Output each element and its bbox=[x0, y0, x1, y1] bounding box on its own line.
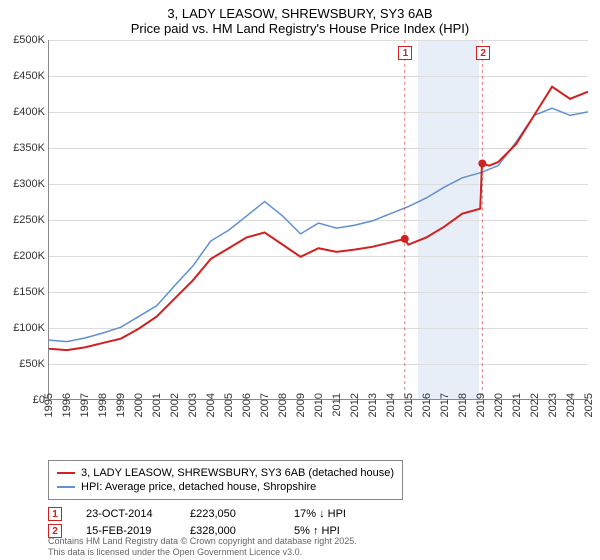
gridline bbox=[49, 184, 588, 185]
x-axis-label: 1999 bbox=[115, 393, 127, 423]
chart: £0 £50K £100K £150K £200K £250K £300K £350K £400… bbox=[0, 40, 600, 440]
x-axis-label: 2021 bbox=[511, 393, 523, 423]
gridline bbox=[49, 364, 588, 365]
x-axis-label: 2016 bbox=[421, 393, 433, 423]
y-axis-label: £50K bbox=[1, 358, 45, 370]
x-axis-label: 2018 bbox=[457, 393, 469, 423]
y-axis-label: £500K bbox=[1, 34, 45, 46]
gridline bbox=[49, 328, 588, 329]
transaction-delta: 17% ↓ HPI bbox=[294, 508, 374, 520]
x-axis-label: 2008 bbox=[277, 393, 289, 423]
y-axis-label: £350K bbox=[1, 142, 45, 154]
x-axis-label: 2005 bbox=[223, 393, 235, 423]
x-axis-label: 2012 bbox=[349, 393, 361, 423]
x-axis-label: 2006 bbox=[241, 393, 253, 423]
gridline bbox=[49, 112, 588, 113]
x-axis-label: 2014 bbox=[385, 393, 397, 423]
chart-title-block: 3, LADY LEASOW, SHREWSBURY, SY3 6AB Pric… bbox=[0, 0, 600, 38]
x-axis-label: 2013 bbox=[367, 393, 379, 423]
gridline bbox=[49, 292, 588, 293]
x-axis-label: 2017 bbox=[439, 393, 451, 423]
x-axis-label: 2000 bbox=[133, 393, 145, 423]
transaction-date: 15-FEB-2019 bbox=[86, 525, 166, 537]
x-axis-label: 1996 bbox=[61, 393, 73, 423]
gridline bbox=[49, 148, 588, 149]
attribution-line2: This data is licensed under the Open Gov… bbox=[48, 547, 357, 558]
x-axis-label: 2022 bbox=[529, 393, 541, 423]
x-axis-label: 2020 bbox=[493, 393, 505, 423]
y-axis-label: £450K bbox=[1, 70, 45, 82]
transaction-delta: 5% ↑ HPI bbox=[294, 525, 374, 537]
x-axis-label: 2015 bbox=[403, 393, 415, 423]
x-axis-label: 2009 bbox=[295, 393, 307, 423]
legend-label: 3, LADY LEASOW, SHREWSBURY, SY3 6AB (det… bbox=[81, 467, 394, 479]
gridline bbox=[49, 40, 588, 41]
x-axis-label: 2007 bbox=[259, 393, 271, 423]
chart-marker-label: 1 bbox=[398, 46, 412, 60]
legend-swatch bbox=[57, 472, 75, 474]
chart-marker-label: 2 bbox=[476, 46, 490, 60]
legend-label: HPI: Average price, detached house, Shro… bbox=[81, 481, 316, 493]
attribution: Contains HM Land Registry data © Crown c… bbox=[48, 536, 357, 558]
x-axis-label: 2010 bbox=[313, 393, 325, 423]
x-axis-label: 2024 bbox=[565, 393, 577, 423]
x-axis-label: 2019 bbox=[475, 393, 487, 423]
y-axis-label: £250K bbox=[1, 214, 45, 226]
x-axis-label: 2004 bbox=[205, 393, 217, 423]
x-axis-label: 2001 bbox=[151, 393, 163, 423]
x-axis-label: 2023 bbox=[547, 393, 559, 423]
x-axis-label: 1995 bbox=[43, 393, 55, 423]
y-axis-label: £0 bbox=[1, 394, 45, 406]
chart-title-line1: 3, LADY LEASOW, SHREWSBURY, SY3 6AB bbox=[0, 6, 600, 21]
chart-title-line2: Price paid vs. HM Land Registry's House … bbox=[0, 21, 600, 36]
gridline bbox=[49, 220, 588, 221]
legend: 3, LADY LEASOW, SHREWSBURY, SY3 6AB (det… bbox=[48, 460, 403, 500]
x-axis-label: 2003 bbox=[187, 393, 199, 423]
transaction-date: 23-OCT-2014 bbox=[86, 508, 166, 520]
legend-item: HPI: Average price, detached house, Shro… bbox=[57, 481, 394, 493]
x-axis-label: 1997 bbox=[79, 393, 91, 423]
legend-item: 3, LADY LEASOW, SHREWSBURY, SY3 6AB (det… bbox=[57, 467, 394, 479]
y-axis-label: £400K bbox=[1, 106, 45, 118]
transaction-price: £223,050 bbox=[190, 508, 270, 520]
transaction-marker: 1 bbox=[48, 507, 62, 521]
y-axis-label: £300K bbox=[1, 178, 45, 190]
transaction-row: 1 23-OCT-2014 £223,050 17% ↓ HPI bbox=[48, 507, 374, 521]
x-axis-label: 2002 bbox=[169, 393, 181, 423]
y-axis-label: £150K bbox=[1, 286, 45, 298]
attribution-line1: Contains HM Land Registry data © Crown c… bbox=[48, 536, 357, 547]
plot-area: £0£50K£100K£150K£200K£250K£300K£350K£400… bbox=[48, 40, 588, 400]
x-axis-label: 1998 bbox=[97, 393, 109, 423]
legend-swatch bbox=[57, 486, 75, 488]
gridline bbox=[49, 256, 588, 257]
gridline bbox=[49, 76, 588, 77]
y-axis-label: £200K bbox=[1, 250, 45, 262]
x-axis-label: 2025 bbox=[583, 393, 595, 423]
y-axis-label: £100K bbox=[1, 322, 45, 334]
transaction-price: £328,000 bbox=[190, 525, 270, 537]
x-axis-label: 2011 bbox=[331, 393, 343, 423]
